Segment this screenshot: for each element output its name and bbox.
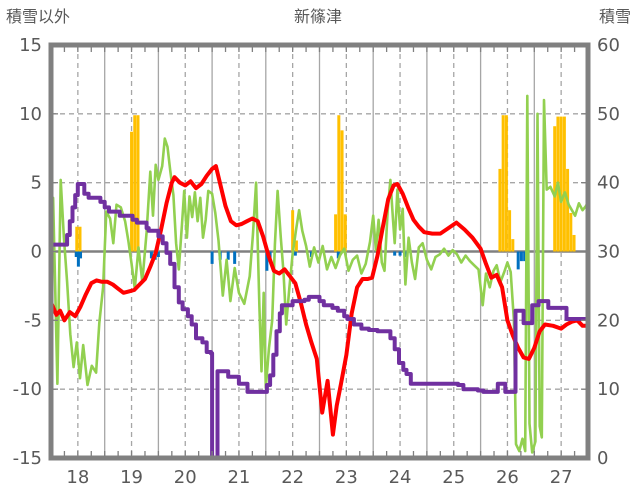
y-right-tick-label: 50 — [597, 104, 620, 125]
y-left-tick-label: 15 — [19, 35, 42, 56]
y-left-tick-label: 10 — [19, 104, 42, 125]
orange-bars — [572, 234, 576, 252]
green-line — [49, 94, 590, 454]
blue-bars — [393, 251, 397, 256]
blue-bars — [398, 251, 402, 256]
orange-bars — [291, 210, 295, 252]
orange-bars — [569, 212, 573, 252]
y-left-tick-label: -15 — [13, 448, 42, 469]
blue-bars — [76, 251, 80, 267]
orange-bars — [340, 130, 344, 252]
blue-bars — [519, 251, 523, 262]
x-tick-label: 22 — [281, 467, 304, 488]
orange-bars — [136, 115, 140, 252]
orange-bars — [130, 131, 134, 252]
orange-bars — [78, 226, 82, 252]
right-axis-title: 積雪 — [598, 7, 631, 26]
x-tick-label: 23 — [335, 467, 358, 488]
blue-bars — [265, 251, 269, 271]
orange-bars — [501, 115, 505, 252]
y-right-tick-label: 40 — [597, 173, 620, 194]
orange-bars — [504, 115, 508, 252]
blue-bars — [74, 251, 78, 258]
y-right-tick-label: 60 — [597, 35, 620, 56]
x-tick-label: 24 — [389, 467, 412, 488]
x-tick-label: 25 — [442, 467, 465, 488]
orange-bars — [566, 168, 570, 252]
orange-bars — [508, 210, 512, 252]
orange-bars — [559, 116, 563, 252]
orange-bars — [553, 126, 557, 252]
y-left-tick-label: 5 — [31, 173, 42, 194]
y-right-tick-label: 0 — [597, 448, 608, 469]
orange-bars — [511, 239, 515, 252]
y-left-tick-label: -5 — [24, 310, 42, 331]
orange-bars — [562, 116, 566, 252]
blue-bars — [149, 251, 153, 259]
y-right-tick-label: 20 — [597, 310, 620, 331]
red-line — [49, 164, 590, 437]
x-tick-label: 21 — [227, 467, 250, 488]
y-right-tick-label: 30 — [597, 242, 620, 263]
orange-bars — [498, 168, 502, 252]
y-left-tick-label: 0 — [31, 242, 42, 263]
x-tick-label: 20 — [174, 467, 197, 488]
orange-bars — [334, 214, 338, 252]
orange-bars — [343, 214, 347, 252]
blue-bars — [516, 251, 520, 270]
x-tick-label: 19 — [120, 467, 143, 488]
snow-depth-line — [49, 182, 590, 460]
orange-bars — [337, 115, 341, 252]
y-right-tick-label: 10 — [597, 379, 620, 400]
orange-bars — [294, 240, 298, 252]
y-left-tick-label: -10 — [13, 379, 42, 400]
plot-border — [48, 42, 591, 461]
x-tick-label: 18 — [66, 467, 89, 488]
x-tick-label: 26 — [496, 467, 519, 488]
orange-bars — [133, 115, 137, 252]
x-tick-label: 27 — [550, 467, 573, 488]
blue-bars — [523, 251, 527, 262]
orange-bars — [75, 226, 79, 252]
blue-bars — [79, 251, 83, 259]
blue-bars — [210, 251, 214, 264]
chart-title: 新篠津 — [293, 7, 342, 26]
blue-bars — [233, 251, 237, 264]
blue-bars — [293, 251, 297, 256]
left-axis-title: 積雪以外 — [6, 7, 71, 26]
blue-bars — [156, 251, 160, 258]
blue-bars — [336, 251, 340, 259]
blue-bars — [226, 251, 230, 260]
